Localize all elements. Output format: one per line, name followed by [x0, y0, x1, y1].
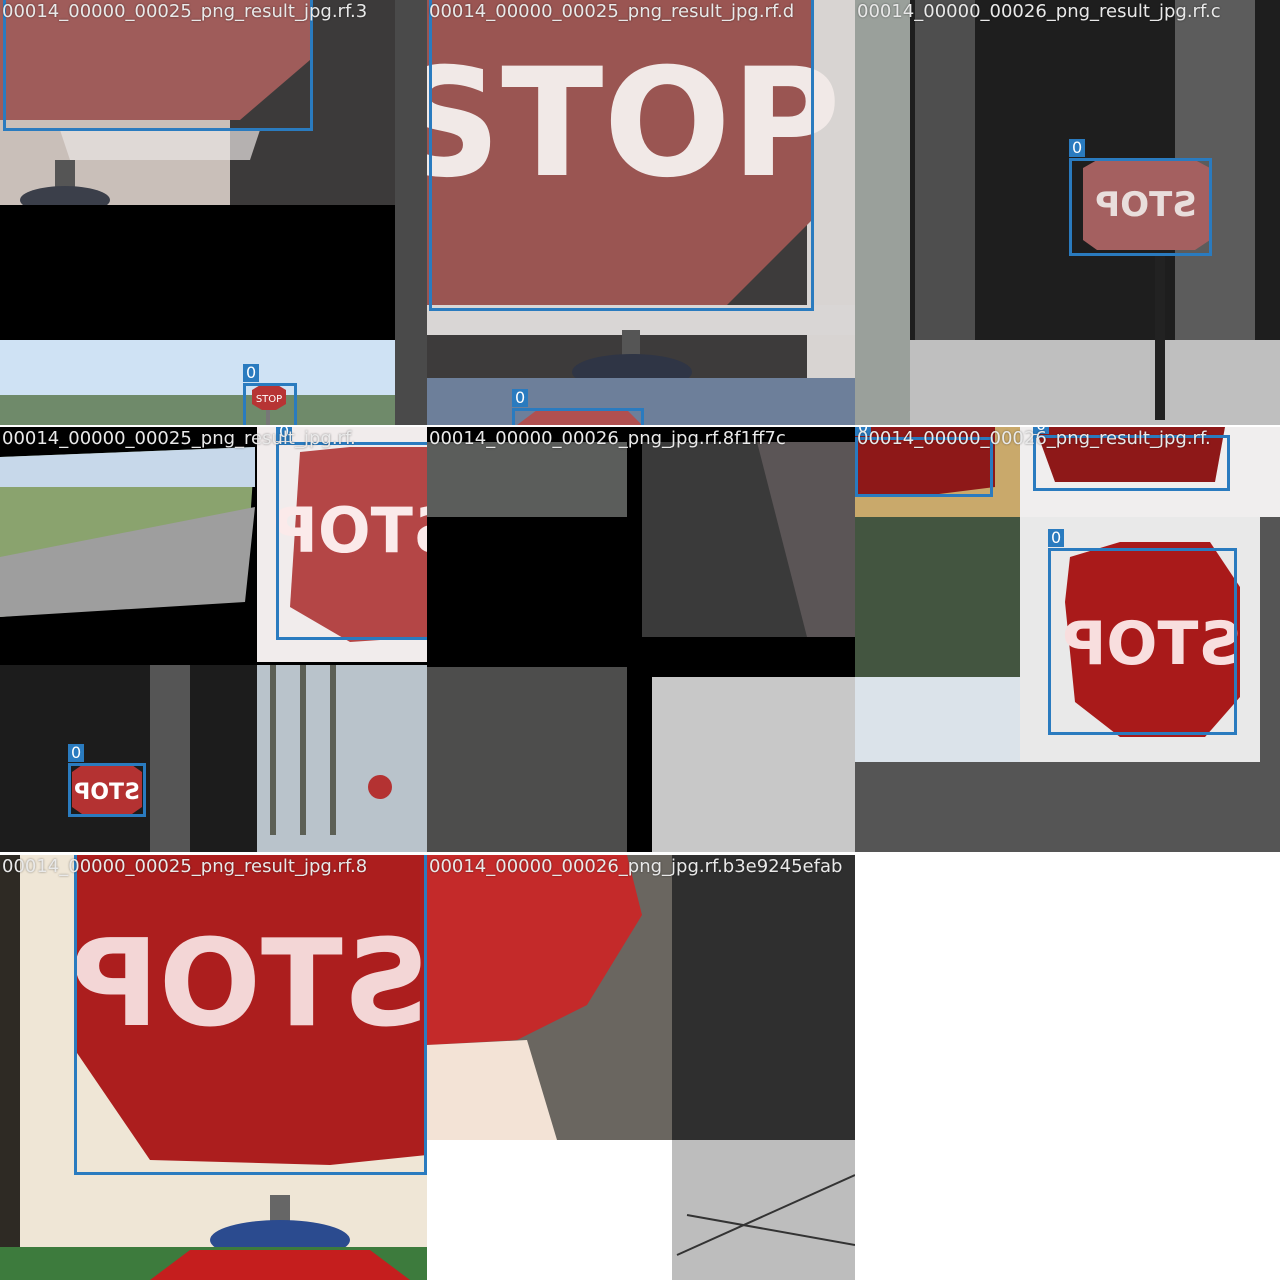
tile-4: STOP STOP 0 0 00014_00000_00025_png_resu… — [0, 427, 427, 852]
detection-box: 0 — [68, 744, 146, 817]
class-label: 0 — [243, 364, 260, 382]
tile-2: STOP 0 00014_00000_00025_png_result_jpg.… — [427, 0, 855, 425]
detection-box: 0 — [1048, 529, 1237, 735]
class-label: 0 — [1048, 529, 1065, 547]
tile-8-image — [427, 855, 855, 1280]
class-label: 0 — [68, 744, 85, 762]
tile-7-image: STOP — [0, 855, 427, 1280]
tile-5: 00014_00000_00026_png_jpg.rf.8f1ff7c — [427, 427, 855, 852]
tile-2-stop-text: STOP — [427, 37, 841, 211]
detection-box: 0 — [512, 389, 644, 425]
tile-2-image: STOP — [427, 0, 855, 425]
tile-7: STOP 0 00014_00000_00025_png_result_jpg.… — [0, 855, 427, 1280]
detection-box: 0 — [243, 364, 297, 425]
tile-6-image: STOP — [855, 427, 1280, 852]
detection-box: 0 — [74, 855, 427, 1175]
tile-1-stop-text-small: STOP — [256, 394, 282, 405]
detection-box: 0 — [276, 427, 427, 640]
class-label: 0 — [1033, 427, 1050, 434]
tile-7-stop-text: STOP — [71, 915, 427, 1054]
tile-4-stop-text: STOP — [272, 494, 427, 567]
tile-1-image: STOP — [0, 0, 427, 425]
tile-3-image: STOP — [855, 0, 1280, 425]
detection-box: 0 — [1069, 139, 1212, 256]
tile-1: STOP 0 00014_00000_00025_png_result_jpg.… — [0, 0, 427, 425]
tile-3-stop-text: STOP — [1095, 185, 1197, 225]
tile-8: 00014_00000_00026_png_jpg.rf.b3e9245efab — [427, 855, 855, 1280]
detection-box — [429, 0, 814, 311]
tile-6-stop-text: STOP — [1062, 609, 1241, 679]
empty-tile — [855, 855, 1280, 1280]
tile-4-image: STOP STOP — [0, 427, 427, 852]
tile-4-stop-text-small: STOP — [74, 780, 140, 805]
detection-box — [3, 0, 313, 131]
class-label: 0 — [512, 389, 529, 407]
tile-5-image — [427, 427, 855, 852]
class-label: 0 — [855, 427, 872, 436]
detection-box: 0 — [1033, 427, 1230, 491]
detection-box: 0 — [855, 427, 993, 497]
tile-6: STOP 0 0 0 00014_00000_00026_png_result_… — [855, 427, 1280, 852]
class-label: 0 — [1069, 139, 1086, 157]
class-label: 0 — [276, 427, 293, 441]
tile-3: STOP 0 00014_00000_00026_png_result_jpg.… — [855, 0, 1280, 425]
